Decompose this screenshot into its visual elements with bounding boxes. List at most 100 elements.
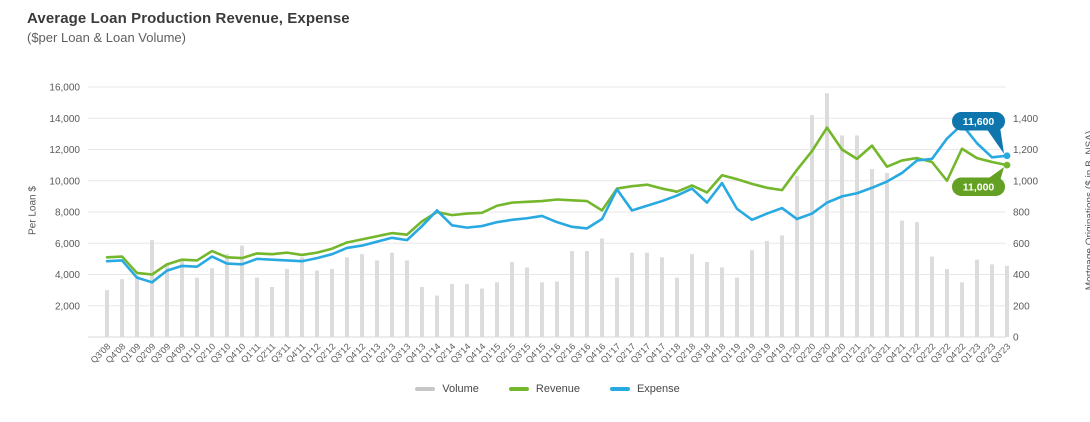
volume-bar [690, 254, 694, 337]
right-axis-tick: 200 [1013, 301, 1030, 312]
volume-bar [585, 251, 589, 337]
volume-bar [975, 259, 979, 337]
volume-bar [315, 270, 319, 337]
volume-bar [495, 282, 499, 337]
volume-bar [870, 169, 874, 337]
volume-bar [840, 135, 844, 337]
revenue-callout-label: 11,000 [963, 182, 995, 194]
volume-bar [180, 260, 184, 337]
volume-bar [255, 277, 259, 337]
volume-bar [420, 287, 424, 337]
expense-endpoint-dot [1003, 152, 1011, 160]
volume-bar [1005, 265, 1009, 337]
left-axis-tick: 8,000 [55, 208, 80, 219]
volume-bar [135, 276, 139, 337]
volume-bar [900, 220, 904, 337]
volume-bar [375, 260, 379, 337]
volume-bar [210, 268, 214, 337]
left-axis-tick: 12,000 [49, 145, 80, 156]
left-axis-tick: 14,000 [49, 114, 80, 125]
revenue-callout [952, 177, 1005, 196]
volume-bar [510, 262, 514, 337]
legend-label: Revenue [535, 383, 580, 395]
volume-bar [990, 264, 994, 337]
volume-bar [855, 135, 859, 337]
volume-bar [555, 281, 559, 337]
volume-bar [270, 287, 274, 337]
volume-bar [165, 263, 169, 337]
expense-callout-label: 11,600 [963, 116, 995, 128]
left-axis-tick: 16,000 [49, 83, 80, 94]
volume-bar [390, 252, 394, 337]
right-axis-tick: 0 [1013, 333, 1019, 344]
volume-bar [150, 240, 154, 337]
volume-bar [960, 282, 964, 337]
volume-bar [945, 269, 949, 337]
volume-bar [330, 269, 334, 337]
right-axis-tick: 1,400 [1013, 114, 1038, 125]
volume-bar [195, 277, 199, 337]
volume-bar [660, 257, 664, 337]
volume-bar [435, 295, 439, 337]
volume-bar [240, 245, 244, 337]
volume-bar [540, 282, 544, 337]
volume-bar [360, 254, 364, 337]
volume-bar [765, 240, 769, 337]
chart-title: Average Loan Production Revenue, Expense [27, 10, 350, 27]
volume-bar [675, 277, 679, 337]
volume-bar [405, 260, 409, 337]
right-axis-tick: 1,200 [1013, 145, 1038, 156]
expense-callout [952, 112, 1005, 131]
volume-bar [450, 283, 454, 337]
revenue-line [105, 126, 1009, 276]
chart-subtitle: ($per Loan & Loan Volume) [27, 30, 186, 45]
left-axis-tick: 2,000 [55, 301, 80, 312]
volume-bar [600, 238, 604, 337]
volume-bar [615, 277, 619, 337]
volume-bar [570, 251, 574, 337]
volume-bar [645, 252, 649, 337]
left-axis-tick: 10,000 [49, 176, 80, 187]
volume-bar [120, 279, 124, 337]
volume-bar [915, 222, 919, 337]
right-axis-tick: 600 [1013, 239, 1030, 250]
legend-item-volume: Volume [415, 383, 479, 395]
volume-bar [705, 262, 709, 337]
volume-bar [630, 252, 634, 337]
volume-swatch-icon [415, 387, 436, 391]
volume-bar [465, 283, 469, 337]
volume-bar [930, 256, 934, 337]
left-axis-tick: 4,000 [55, 270, 80, 281]
legend-label: Expense [636, 383, 680, 395]
volume-bar [735, 277, 739, 337]
revenue-endpoint-dot [1003, 161, 1011, 169]
volume-bar [885, 172, 889, 337]
volume-bar [750, 250, 754, 337]
volume-bar [720, 267, 724, 337]
volume-bar [285, 269, 289, 337]
chart-legend: Volume Revenue Expense [90, 383, 1005, 395]
volume-bar [825, 93, 829, 337]
volume-bar [225, 254, 229, 337]
volume-bar [300, 257, 304, 337]
revenue-swatch-icon [508, 387, 529, 391]
right-axis-tick: 800 [1013, 208, 1030, 219]
title-block: Average Loan Production Revenue, Expense… [27, 10, 350, 45]
legend-label: Volume [442, 383, 479, 395]
volume-bar [525, 267, 529, 337]
left-axis-tick: 6,000 [55, 239, 80, 250]
volume-bar [480, 288, 484, 337]
expense-line [105, 123, 1009, 284]
volume-bar [810, 115, 814, 337]
volume-bar [345, 257, 349, 337]
volume-bar [795, 176, 799, 337]
right-axis-tick: 1,000 [1013, 176, 1038, 187]
volume-bar [780, 235, 784, 337]
right-axis-tick: 400 [1013, 270, 1030, 281]
expense-callout-tail [986, 127, 1004, 154]
legend-item-revenue: Revenue [508, 383, 580, 395]
expense-swatch-icon [609, 387, 630, 391]
volume-bar [105, 290, 109, 337]
legend-item-expense: Expense [609, 383, 680, 395]
